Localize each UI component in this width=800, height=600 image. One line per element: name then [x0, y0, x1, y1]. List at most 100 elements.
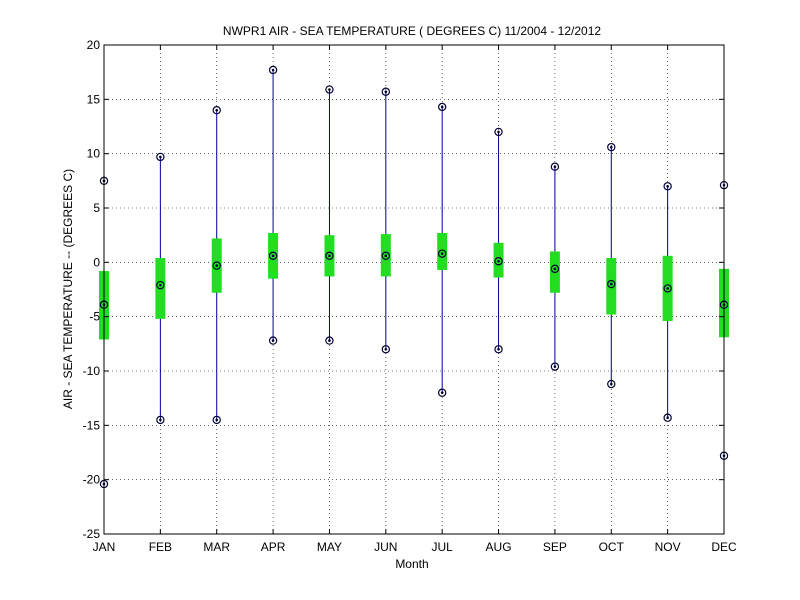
median-marker [381, 251, 391, 261]
max-marker [325, 85, 334, 94]
min-marker-dot [159, 418, 162, 422]
median-marker-ring [607, 279, 616, 289]
min-marker [325, 336, 334, 345]
median-marker [156, 280, 165, 290]
box-apr [268, 65, 279, 345]
max-marker [381, 87, 391, 96]
median-marker-dot [609, 282, 613, 286]
max-marker [268, 65, 278, 75]
y-tick-label: 0 [93, 255, 100, 269]
min-marker [156, 415, 165, 425]
median-marker [325, 251, 334, 261]
min-marker-ring [607, 379, 616, 389]
max-marker-dot [666, 184, 669, 188]
x-tick-label: JAN [93, 540, 116, 554]
median-marker-ring [663, 284, 672, 293]
max-marker-dot [553, 165, 557, 169]
x-tick-label: OCT [599, 540, 625, 554]
median-marker [663, 284, 672, 293]
x-tick-label: SEP [543, 540, 567, 554]
y-tick-label: 10 [87, 147, 101, 161]
chart-title: NWPR1 AIR - SEA TEMPERATURE ( DEGREES C)… [223, 24, 601, 38]
median-marker-dot [553, 267, 557, 271]
median-marker-dot [215, 264, 219, 267]
max-marker-dot [609, 145, 613, 149]
box-aug [493, 127, 504, 354]
max-marker-dot [159, 155, 162, 159]
median-marker-dot [666, 287, 669, 290]
min-marker-dot [328, 339, 331, 342]
median-marker-dot [384, 254, 388, 258]
x-tick-label: AUG [486, 540, 512, 554]
y-tick-label: -10 [83, 364, 101, 378]
median-marker-dot [497, 259, 500, 263]
x-tick-label: NOV [655, 540, 681, 554]
max-marker [494, 127, 503, 137]
y-tick-label: 15 [87, 92, 101, 106]
min-marker [268, 336, 278, 345]
min-marker [381, 345, 391, 354]
min-marker [607, 379, 616, 389]
x-tick-label: APR [261, 540, 286, 554]
box-nov [662, 182, 673, 422]
max-marker-dot [497, 130, 500, 134]
max-marker-dot [384, 90, 388, 94]
min-marker-dot [666, 416, 669, 420]
min-marker [550, 362, 560, 371]
max-marker [550, 162, 560, 171]
median-marker-dot [328, 254, 331, 258]
min-marker-dot [440, 391, 444, 395]
min-marker-dot [609, 382, 613, 386]
min-marker-ring [381, 345, 391, 354]
y-axis-ticks: 20 15 10 5 0 -5 -10 -15 -20 -25 [83, 38, 724, 541]
min-marker [494, 345, 503, 354]
y-tick-label: 5 [93, 201, 100, 215]
grid-lines [104, 45, 724, 534]
y-tick-label: -15 [83, 418, 101, 432]
x-tick-label: DEC [711, 540, 737, 554]
x-tick-label: MAY [317, 540, 342, 554]
median-marker [212, 261, 221, 270]
min-marker-dot [384, 347, 388, 351]
median-marker-ring [268, 251, 278, 261]
min-marker-ring [550, 362, 560, 371]
iqr-box [606, 257, 617, 315]
x-axis-ticks: JAN FEB MAR APR MAY JUN JUL AUG SEP OCT NOV DEC [93, 45, 737, 554]
plot-frame [103, 44, 725, 535]
x-tick-label: JUN [374, 540, 397, 554]
x-axis-label: Month [395, 557, 428, 571]
max-marker [437, 102, 447, 112]
max-marker-ring [268, 65, 278, 75]
max-marker-ring [325, 85, 334, 94]
median-marker [550, 264, 560, 274]
median-marker-ring [437, 249, 447, 258]
max-marker-ring [381, 87, 391, 96]
box-jun [380, 87, 391, 354]
median-marker-ring [325, 251, 334, 261]
max-marker-ring [494, 127, 503, 137]
x-tick-label: JUL [432, 540, 454, 554]
median-marker-ring [494, 257, 503, 266]
max-marker-ring [437, 102, 447, 112]
y-tick-label: 20 [87, 38, 101, 52]
max-marker-dot [328, 88, 331, 91]
max-marker-dot [440, 105, 444, 109]
min-marker-dot [553, 365, 557, 368]
median-marker [607, 279, 616, 289]
median-marker-ring [212, 261, 221, 270]
y-tick-label: -20 [83, 473, 101, 487]
box-oct [606, 142, 617, 389]
max-marker-ring [663, 182, 672, 191]
y-axis-label: AIR - SEA TEMPERATURE -- (DEGREES C) [61, 169, 75, 409]
min-marker-dot [215, 418, 219, 422]
max-marker-dot [271, 68, 275, 72]
min-marker-ring [437, 388, 447, 397]
min-marker-ring [212, 415, 221, 425]
max-marker-ring [607, 142, 616, 152]
median-marker-ring [381, 251, 391, 261]
median-marker [268, 251, 278, 261]
min-marker-dot [497, 347, 500, 351]
y-tick-label: -25 [83, 527, 101, 541]
max-marker-ring [156, 152, 165, 162]
median-marker-dot [271, 254, 275, 258]
